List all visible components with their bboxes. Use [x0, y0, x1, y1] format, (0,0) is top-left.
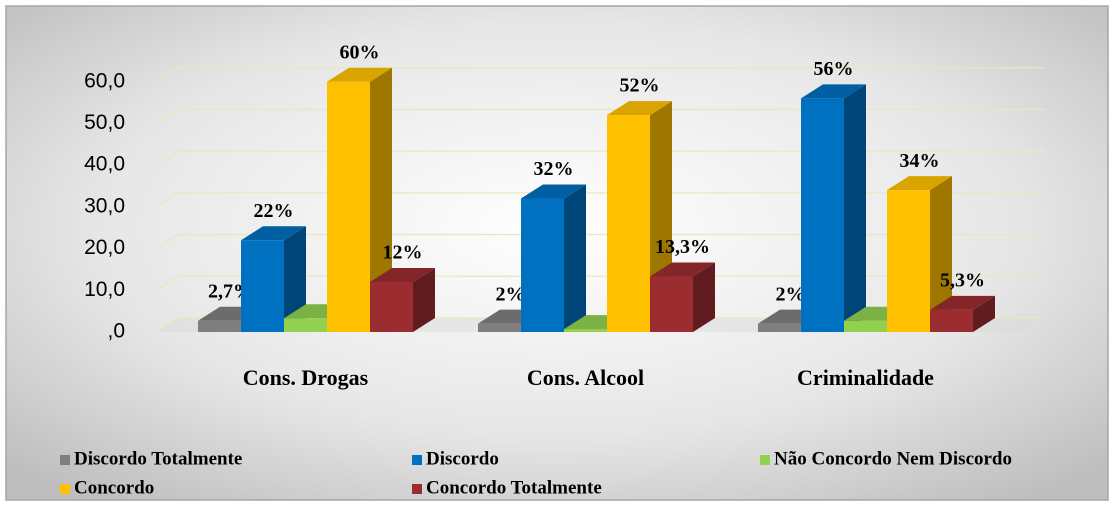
bar-side	[844, 84, 866, 333]
y-tick-label: 40,0	[84, 153, 125, 176]
y-tick-label: 60,0	[84, 69, 125, 92]
legend-label: Concordo	[74, 477, 154, 498]
y-tick-label: 10,0	[84, 278, 125, 301]
bar	[284, 318, 327, 332]
value-label: 32%	[534, 158, 574, 180]
legend-label: Não Concordo Nem Discordo	[774, 448, 1012, 469]
y-tick-label: 30,0	[84, 194, 125, 217]
bar-top	[370, 267, 435, 282]
bar	[607, 115, 650, 332]
value-label: 56%	[814, 58, 854, 80]
value-label: 5,3%	[940, 269, 985, 291]
bar-side	[973, 295, 995, 332]
bar-top	[801, 84, 866, 99]
grid-line	[155, 108, 1045, 124]
bar	[930, 309, 973, 332]
bar	[844, 320, 887, 332]
bar	[887, 190, 930, 332]
x-tick-label: Cons. Alcool	[527, 365, 644, 390]
value-label: 22%	[254, 200, 294, 222]
bar	[478, 323, 521, 332]
bar-side	[370, 67, 392, 332]
bar-side	[930, 176, 952, 332]
value-label: 60%	[340, 41, 380, 63]
bar-top	[930, 295, 995, 310]
value-label: 2%	[496, 283, 526, 305]
bar	[801, 98, 844, 333]
bar	[327, 81, 370, 332]
bar	[650, 276, 693, 332]
bar	[758, 323, 801, 332]
legend-label: Concordo Totalmente	[426, 477, 602, 498]
bar-side	[284, 226, 306, 332]
bar	[370, 281, 413, 332]
grid-line	[155, 317, 1045, 333]
grid-line	[155, 233, 1045, 250]
bar	[564, 329, 607, 332]
value-label: 34%	[900, 150, 940, 172]
value-label: 13,3%	[655, 236, 710, 258]
legend-swatch	[60, 484, 70, 494]
bar-side	[413, 267, 435, 332]
legend-swatch	[60, 455, 70, 465]
bar-top	[521, 184, 586, 199]
bar-top	[887, 176, 952, 191]
grid-line	[155, 67, 1045, 83]
bar-side	[564, 184, 586, 332]
legend-swatch	[412, 484, 422, 494]
grid-line	[155, 275, 1045, 291]
grid-line	[155, 150, 1045, 166]
x-tick-label: Cons. Drogas	[243, 365, 369, 390]
y-tick-label: 20,0	[84, 236, 125, 259]
bar	[241, 240, 284, 332]
bar-top	[650, 262, 715, 277]
bar-top	[241, 226, 306, 241]
bar-top	[327, 67, 392, 82]
value-label: 52%	[620, 75, 660, 97]
bar	[521, 198, 564, 332]
legend-swatch	[760, 455, 770, 465]
value-label: 12%	[383, 242, 423, 264]
bar-top	[607, 101, 672, 116]
bar-side	[693, 262, 715, 332]
legend-label: Discordo Totalmente	[74, 448, 242, 469]
grid-line	[155, 192, 1045, 208]
legend-label: Discordo	[426, 448, 499, 469]
y-tick-label: 50,0	[84, 111, 125, 134]
bar	[198, 320, 241, 332]
legend-swatch	[412, 455, 422, 465]
y-tick-label: ,0	[107, 320, 125, 343]
x-tick-label: Criminalidade	[797, 365, 934, 390]
value-label: 2%	[776, 283, 806, 305]
